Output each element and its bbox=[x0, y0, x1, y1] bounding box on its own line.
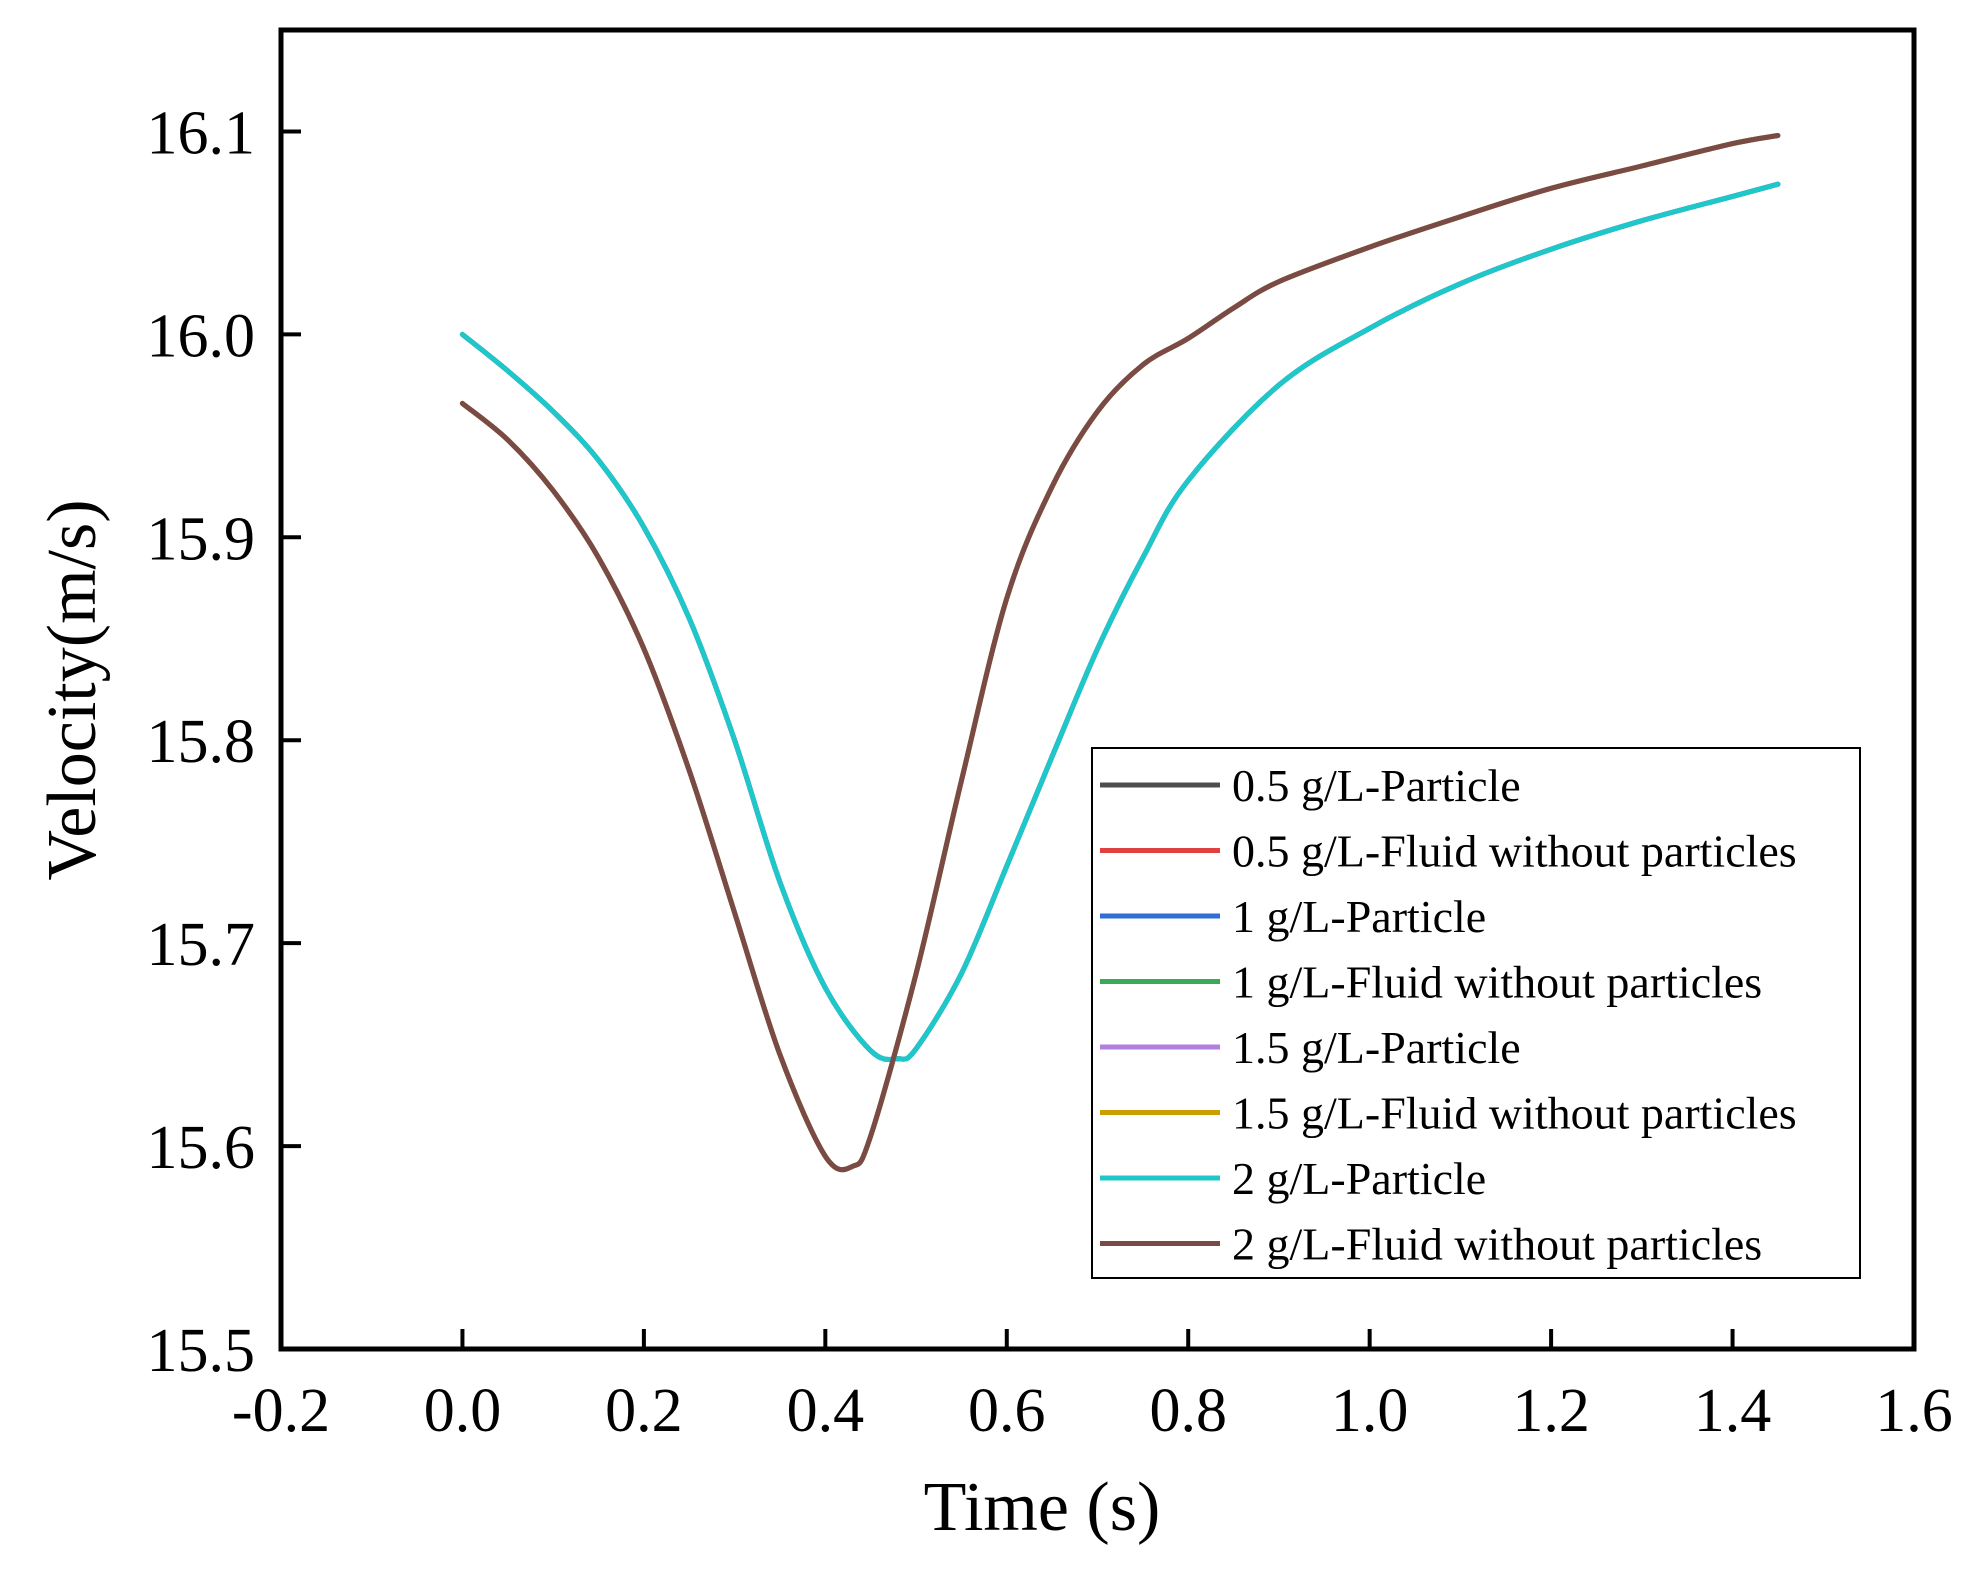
legend-label: 0.5 g/L-Particle bbox=[1232, 760, 1521, 811]
legend-frame bbox=[1091, 747, 1861, 1279]
x-tick-label: 1.2 bbox=[1512, 1377, 1590, 1445]
series-layer bbox=[459, 133, 1781, 1173]
y-tick-label: 15.6 bbox=[147, 1114, 256, 1182]
x-tick-label: 0.8 bbox=[1149, 1377, 1227, 1445]
x-tick-label: 0.0 bbox=[424, 1377, 502, 1445]
y-tick-label: 16.0 bbox=[147, 302, 256, 370]
y-tick-label: 16.1 bbox=[147, 99, 256, 167]
x-tick-label: 1.4 bbox=[1694, 1377, 1772, 1445]
y-tick-label: 15.7 bbox=[147, 911, 256, 979]
series-line-2-g-l-fluid-without-particles bbox=[459, 133, 1781, 1173]
legend-label: 1.5 g/L-Fluid without particles bbox=[1232, 1088, 1797, 1139]
x-tick-label: 0.2 bbox=[605, 1377, 683, 1445]
x-axis-ticks: -0.2 0.0 0.2 0.4 0.6 0.8 1.0 1.2 1.4 1.6 bbox=[232, 1329, 1953, 1445]
x-tick-label: -0.2 bbox=[232, 1377, 330, 1445]
series-line-2-g-l-particle bbox=[459, 181, 1781, 1063]
x-tick-label: 0.6 bbox=[968, 1377, 1046, 1445]
x-tick-label: 1.0 bbox=[1331, 1377, 1409, 1445]
y-axis-title: Velocity(m/s) bbox=[34, 499, 111, 880]
legend-label: 1 g/L-Particle bbox=[1232, 891, 1486, 942]
plot-frame bbox=[278, 27, 1917, 1352]
legend-label: 2 g/L-Particle bbox=[1232, 1153, 1486, 1204]
y-axis-ticks: 15.5 15.6 15.7 15.8 15.9 16.0 16.1 bbox=[147, 99, 301, 1385]
y-tick-label: 15.5 bbox=[147, 1317, 256, 1385]
x-axis-title: Time (s) bbox=[924, 1469, 1161, 1546]
legend-label: 0.5 g/L-Fluid without particles bbox=[1232, 826, 1797, 877]
y-tick-label: 15.8 bbox=[147, 708, 256, 776]
legend-label: 1.5 g/L-Particle bbox=[1232, 1022, 1521, 1073]
y-tick-label: 15.9 bbox=[147, 505, 256, 573]
legend-label: 1 g/L-Fluid without particles bbox=[1232, 957, 1762, 1008]
legend: 0.5 g/L-Particle 0.5 g/L-Fluid without pa… bbox=[1091, 747, 1861, 1279]
x-tick-label: 1.6 bbox=[1875, 1377, 1953, 1445]
legend-label: 2 g/L-Fluid without particles bbox=[1232, 1219, 1762, 1270]
x-tick-label: 0.4 bbox=[787, 1377, 865, 1445]
